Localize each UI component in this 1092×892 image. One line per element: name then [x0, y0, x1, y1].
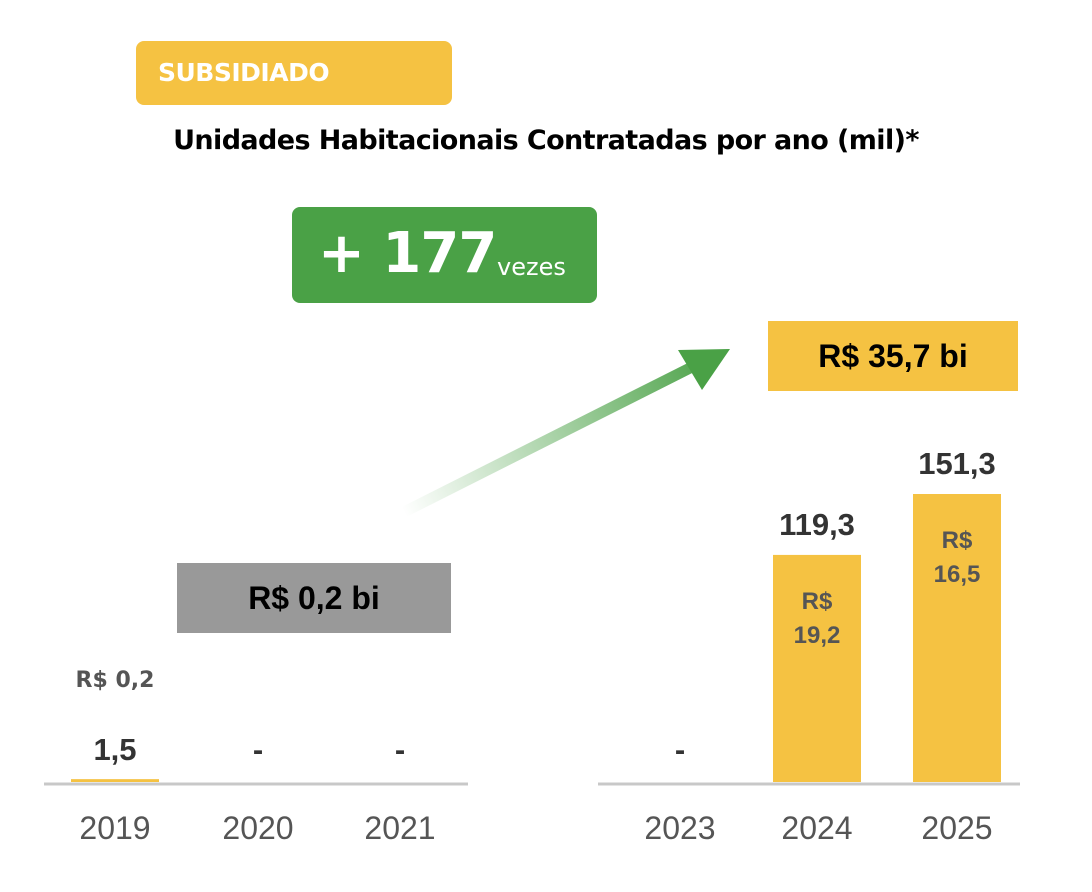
growth-unit: vezes: [497, 253, 566, 281]
bar-2025: [913, 494, 1001, 782]
total-box-2024-2025: R$ 35,7 bi: [768, 321, 1018, 391]
bar-value-label: 16,5: [934, 561, 981, 588]
x-tick-label: 2020: [222, 810, 293, 846]
data-label: 151,3: [918, 446, 996, 481]
bar-2024: [773, 554, 861, 782]
growth-badge: + 177 vezes: [292, 207, 597, 303]
bar-value-label: R$: [802, 588, 833, 615]
bar-2019: [71, 779, 159, 782]
data-label: -: [253, 732, 263, 767]
x-tick-label: 2021: [364, 810, 435, 846]
bar-value-label: R$ 0,2: [76, 668, 155, 693]
bar-value-label: R$: [942, 527, 973, 554]
data-label: -: [675, 732, 685, 767]
data-label: -: [395, 732, 405, 767]
chart-title: Unidades Habitacionais Contratadas por a…: [173, 125, 919, 156]
total-box-2019-2021: R$ 0,2 bi: [177, 563, 451, 633]
category-tag-label: SUBSIDIADO: [158, 58, 330, 87]
x-tick-label: 2023: [644, 810, 715, 846]
x-tick-label: 2025: [921, 810, 992, 846]
growth-arrow: [401, 349, 730, 517]
category-tag: SUBSIDIADO: [136, 41, 452, 105]
growth-arrow-head: [678, 349, 730, 390]
bar-value-label: 19,2: [794, 622, 841, 649]
x-tick-label: 2019: [79, 810, 150, 846]
x-tick-label: 2024: [781, 810, 852, 846]
growth-value: + 177: [318, 221, 497, 286]
data-label: 119,3: [779, 507, 855, 542]
data-label: 1,5: [93, 732, 136, 767]
